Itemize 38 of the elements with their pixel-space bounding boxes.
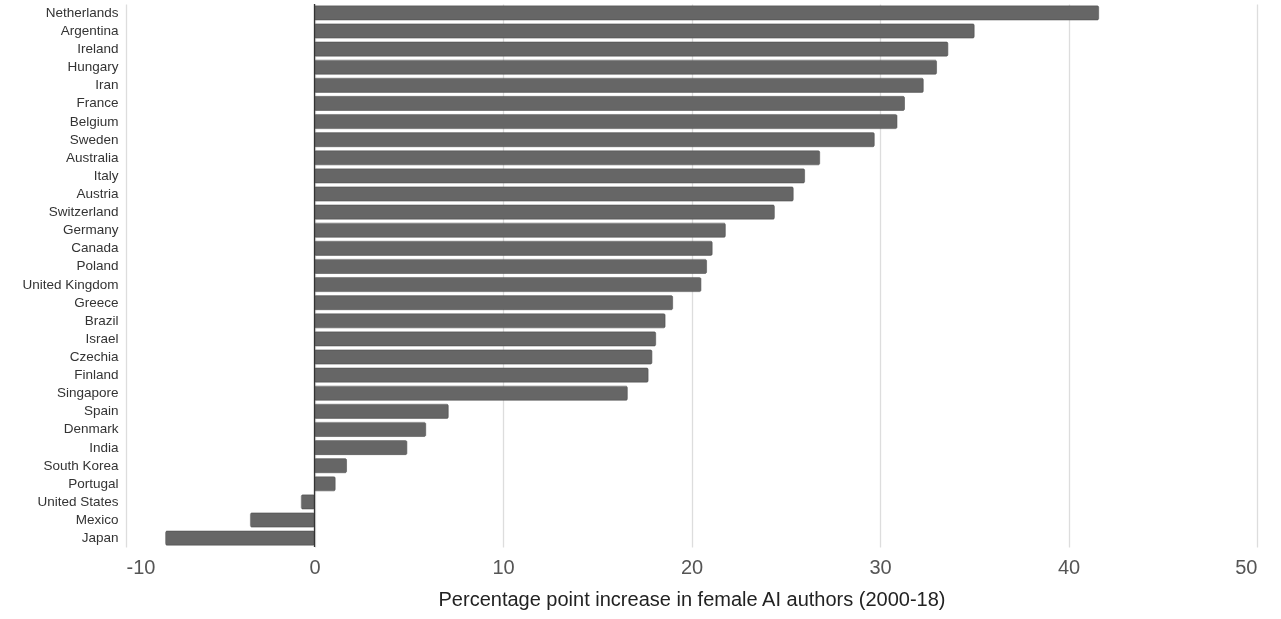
y-tick-label: Hungary [67,59,119,75]
y-tick-label: Brazil [84,312,119,328]
y-tick-label: United States [37,493,119,509]
y-tick-label: Mexico [75,512,119,528]
y-tick-label: Japan [81,530,119,546]
y-tick-label: Austria [76,186,119,201]
y-tick-label: Poland [76,258,119,274]
y-tick-label: Czechia [69,349,119,364]
y-tick-label: Finland [74,367,119,383]
y-tick-label: Canada [71,240,119,256]
y-tick-label: Netherlands [45,4,119,20]
x-tick-label: 0 [309,555,321,578]
y-tick-label: Ireland [77,41,119,57]
x-axis-title: Percentage point increase in female AI authors (2000-18) [438,587,946,610]
y-tick-label: Germany [62,222,119,238]
y-tick-label: Italy [93,167,119,183]
x-tick-label: 30 [869,555,892,578]
y-tick-label: Singapore [56,385,119,401]
y-tick-label: Argentina [60,22,119,38]
y-tick-label: India [89,439,119,455]
y-tick-label: Switzerland [48,204,119,220]
y-tick-label: Sweden [69,131,119,147]
y-tick-label: United Kingdom [22,276,119,292]
y-tick-label: Denmark [63,421,119,437]
y-tick-label: Australia [65,149,119,165]
x-tick-label: 20 [680,555,704,578]
y-tick-label: Greece [74,294,119,310]
x-tick-label: 50 [1235,555,1258,578]
y-tick-label: South Korea [43,457,119,473]
y-tick-label: Iran [95,77,119,93]
y-tick-label: Israel [85,330,119,346]
y-tick-label: France [76,95,119,111]
x-tick-label: 40 [1057,555,1081,578]
y-tick-label: Belgium [69,113,119,129]
x-tick-label: 10 [492,555,515,578]
y-tick-label: Spain [83,403,119,419]
y-tick-label: Portugal [68,475,119,491]
x-tick-label: -10 [126,555,156,578]
